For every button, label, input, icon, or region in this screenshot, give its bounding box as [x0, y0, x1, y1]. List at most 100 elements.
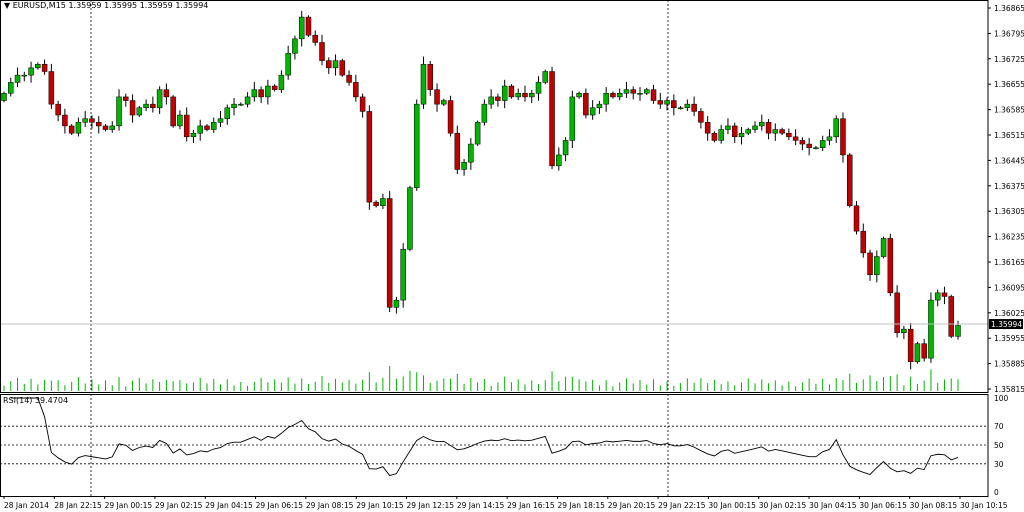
candle-body: [576, 93, 582, 98]
candle-body: [109, 125, 116, 130]
price-tick-label: 1.36515: [994, 131, 1024, 140]
candle-body: [95, 122, 102, 127]
candle-body: [535, 82, 542, 94]
candle-body: [41, 63, 48, 72]
candle-body: [874, 256, 880, 275]
price-frame: [0, 0, 989, 393]
price-tick-label: 1.35815: [994, 385, 1024, 394]
candle-body: [894, 292, 900, 334]
candle-body: [826, 136, 833, 141]
candle-body: [48, 71, 55, 105]
candle-body: [170, 96, 176, 127]
price-pane: [0, 0, 988, 392]
candle-body: [745, 129, 752, 134]
candle-body: [366, 111, 373, 203]
candle-body: [116, 96, 122, 127]
candle-body: [860, 230, 867, 254]
time-label: 29 Jan 06:15: [256, 501, 304, 510]
candle-body: [353, 82, 359, 98]
candle-body: [319, 42, 325, 61]
chart-header: ▼ EURUSD,M15 1.35959 1.35995 1.35959 1.3…: [4, 1, 208, 10]
price-tick-label: 1.36445: [994, 156, 1024, 165]
candle-body: [948, 296, 954, 337]
candle-body: [508, 85, 515, 98]
candle-body: [210, 122, 217, 130]
candle-body: [664, 100, 670, 105]
candle-body: [515, 93, 521, 98]
header-arrow-icon: ▼: [4, 1, 11, 10]
current-price-label: 1.35994: [991, 320, 1022, 329]
rsi-line: [10, 397, 959, 477]
price-tick-label: 1.36375: [994, 182, 1024, 191]
candle-body: [846, 154, 853, 207]
candle-body: [441, 100, 447, 105]
candle-body: [434, 89, 440, 105]
candle-body: [941, 292, 948, 297]
candle-body: [8, 82, 14, 94]
candle-body: [359, 96, 366, 112]
candle-body: [542, 71, 549, 83]
candle-body: [123, 96, 129, 101]
time-label: 29 Jan 18:15: [557, 501, 605, 510]
volume-pane: [3, 366, 959, 391]
time-label: 30 Jan 04:15: [809, 501, 857, 510]
candle-body: [373, 201, 379, 207]
candle-body: [657, 100, 664, 105]
candle-body: [346, 74, 352, 83]
candle-body: [474, 122, 481, 145]
candle-body: [190, 132, 197, 138]
time-label: 29 Jan 20:15: [608, 501, 656, 510]
time-label: 30 Jan 02:15: [759, 501, 807, 510]
price-tick-label: 1.36795: [994, 29, 1024, 38]
candle-body: [231, 103, 237, 109]
candle-body: [603, 93, 609, 105]
candle-body: [650, 89, 657, 101]
candle-body: [380, 198, 386, 207]
candle-body: [616, 93, 623, 98]
candle-body: [305, 16, 312, 36]
candle-body: [224, 107, 231, 119]
candle-body: [853, 205, 860, 232]
candle-body: [481, 103, 488, 123]
time-label: 29 Jan 10:15: [356, 501, 404, 510]
candle-body: [589, 107, 596, 116]
time-label: 29 Jan 22:15: [658, 501, 706, 510]
candle-body: [454, 132, 461, 170]
price-tick-label: 1.36725: [994, 55, 1024, 64]
candle-body: [332, 60, 339, 69]
candle-body: [562, 140, 569, 156]
candle-body: [867, 252, 873, 275]
candle-body: [156, 89, 163, 109]
candle-body: [630, 89, 636, 94]
candle-body: [556, 154, 562, 167]
candle-body: [596, 103, 603, 109]
candle-body: [901, 328, 907, 334]
price-tick-label: 1.36235: [994, 233, 1024, 242]
candle-body: [393, 299, 400, 308]
candle-body: [265, 85, 271, 98]
candle-body: [792, 136, 799, 141]
candle-body: [522, 93, 528, 98]
candle-body: [1, 93, 7, 101]
time-label: 29 Jan 00:15: [105, 501, 153, 510]
candle-body: [89, 118, 95, 123]
time-label: 29 Jan 14:15: [457, 501, 505, 510]
candle-body: [610, 93, 616, 98]
candle-body: [907, 328, 914, 363]
candle-body: [772, 129, 779, 134]
candle-body: [339, 60, 346, 76]
time-label: 28 Jan 22:15: [54, 501, 102, 510]
price-tick-label: 1.36025: [994, 309, 1024, 318]
rsi-tick-label: 30: [994, 460, 1004, 469]
price-tick-label: 1.35955: [994, 334, 1024, 343]
rsi-tick-label: 70: [994, 422, 1004, 431]
candle-body: [955, 325, 961, 337]
candle-body: [934, 292, 941, 301]
candle-body: [28, 67, 34, 76]
candle-body: [21, 74, 28, 77]
candle-body: [752, 125, 758, 130]
candle-body: [549, 71, 555, 167]
candle-body: [569, 96, 576, 141]
candle-body: [887, 238, 894, 294]
